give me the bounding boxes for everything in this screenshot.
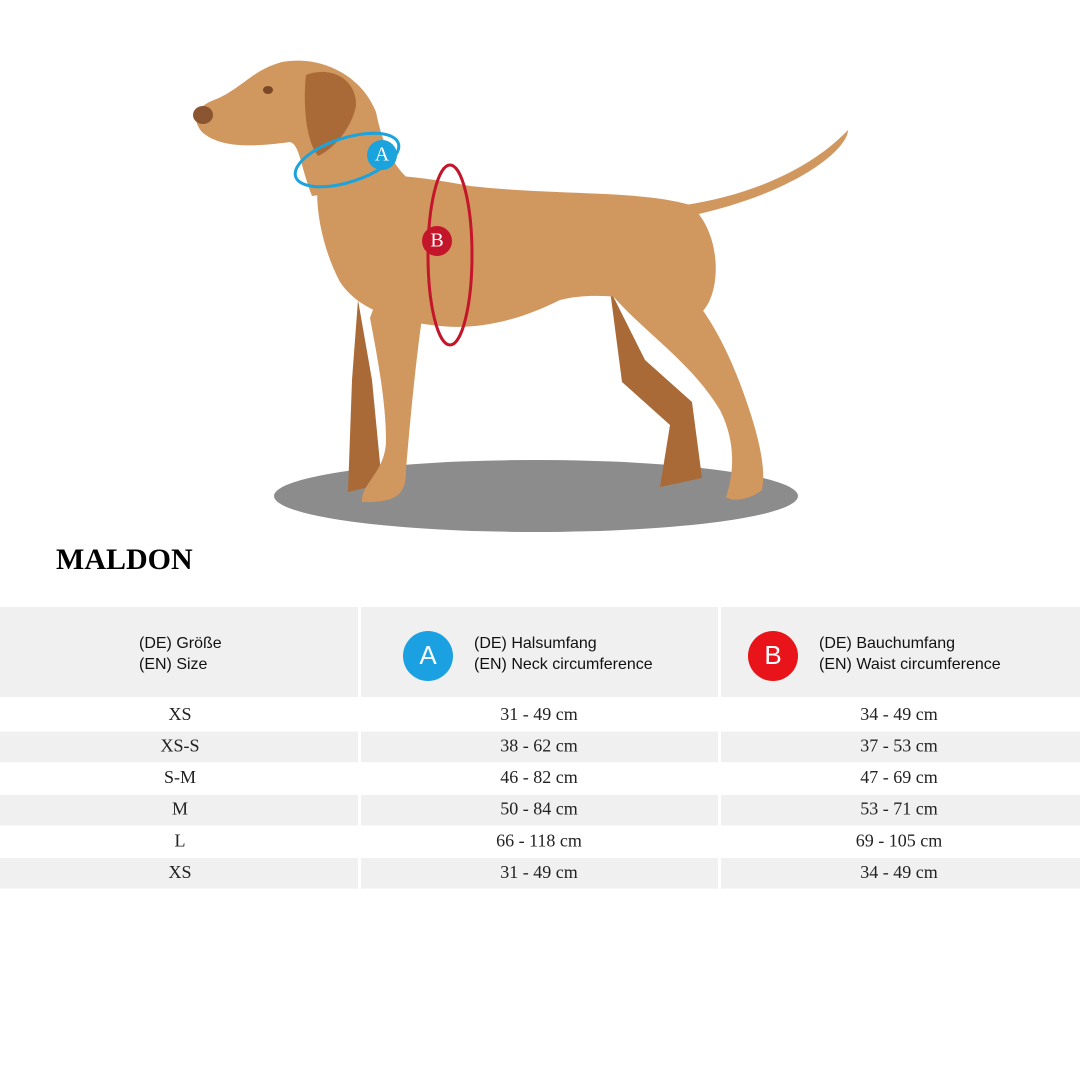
row-stripe <box>721 858 1080 889</box>
tail <box>685 130 848 216</box>
header-text: (EN) Neck circumference <box>474 656 653 673</box>
badge-b <box>748 631 798 681</box>
table-cell: 31 - 49 cm <box>500 704 577 724</box>
row-stripe <box>0 858 358 889</box>
header-text: (EN) Waist circumference <box>819 656 1001 673</box>
nose <box>193 106 213 124</box>
row-stripe <box>361 731 718 763</box>
row-stripe <box>721 794 1080 826</box>
ear <box>304 71 357 156</box>
table-cell: XS <box>168 862 191 882</box>
near-hind-leg <box>608 250 764 500</box>
size-table: (DE) Größe (EN) Size A (DE) Halsumfang (… <box>0 607 1080 889</box>
product-title: MALDON <box>56 543 193 576</box>
row-stripe <box>361 858 718 889</box>
table-cell: L <box>175 830 186 850</box>
head-neck <box>196 60 412 196</box>
row-stripe <box>0 794 358 826</box>
badge-a <box>403 631 453 681</box>
table-cell: XS <box>168 704 191 724</box>
row-stripe <box>361 794 718 826</box>
header-text: (DE) Bauchumfang <box>819 635 955 652</box>
marker-a <box>367 140 397 170</box>
table-cell: 38 - 62 cm <box>500 736 577 756</box>
table-cell: S-M <box>164 767 196 787</box>
row-stripe <box>0 731 358 763</box>
row-stripe <box>721 731 1080 763</box>
waist-loop <box>426 163 474 347</box>
marker-b-label: B <box>430 230 443 252</box>
header-cell <box>0 607 358 697</box>
badge-b-label: B <box>764 640 781 670</box>
marker-b <box>422 226 452 256</box>
table-cell: 66 - 118 cm <box>496 830 582 850</box>
neck-loop <box>293 131 401 189</box>
badge-a-label: A <box>419 640 437 670</box>
header-text: (EN) Size <box>139 656 208 673</box>
table-cell: M <box>172 799 188 819</box>
table-cell: 53 - 71 cm <box>860 799 937 819</box>
near-front-leg <box>361 296 422 503</box>
dog-illustration: A B <box>193 60 848 532</box>
table-cell: 69 - 105 cm <box>856 830 942 850</box>
table-cell: 47 - 69 cm <box>860 767 937 787</box>
header-text: (DE) Größe <box>139 635 222 652</box>
table-cell: 34 - 49 cm <box>860 862 937 882</box>
far-front-leg <box>348 300 382 492</box>
table-cell: 37 - 53 cm <box>860 736 937 756</box>
table-cell: 50 - 84 cm <box>500 799 577 819</box>
far-hind-leg <box>610 290 702 487</box>
table-cell: 46 - 82 cm <box>500 767 577 787</box>
header-text: (DE) Halsumfang <box>474 635 597 652</box>
table-cell: XS-S <box>160 736 199 756</box>
eye <box>263 86 273 94</box>
table-cell: 34 - 49 cm <box>860 704 937 724</box>
marker-a-label: A <box>375 144 390 166</box>
table-cell: 31 - 49 cm <box>500 862 577 882</box>
